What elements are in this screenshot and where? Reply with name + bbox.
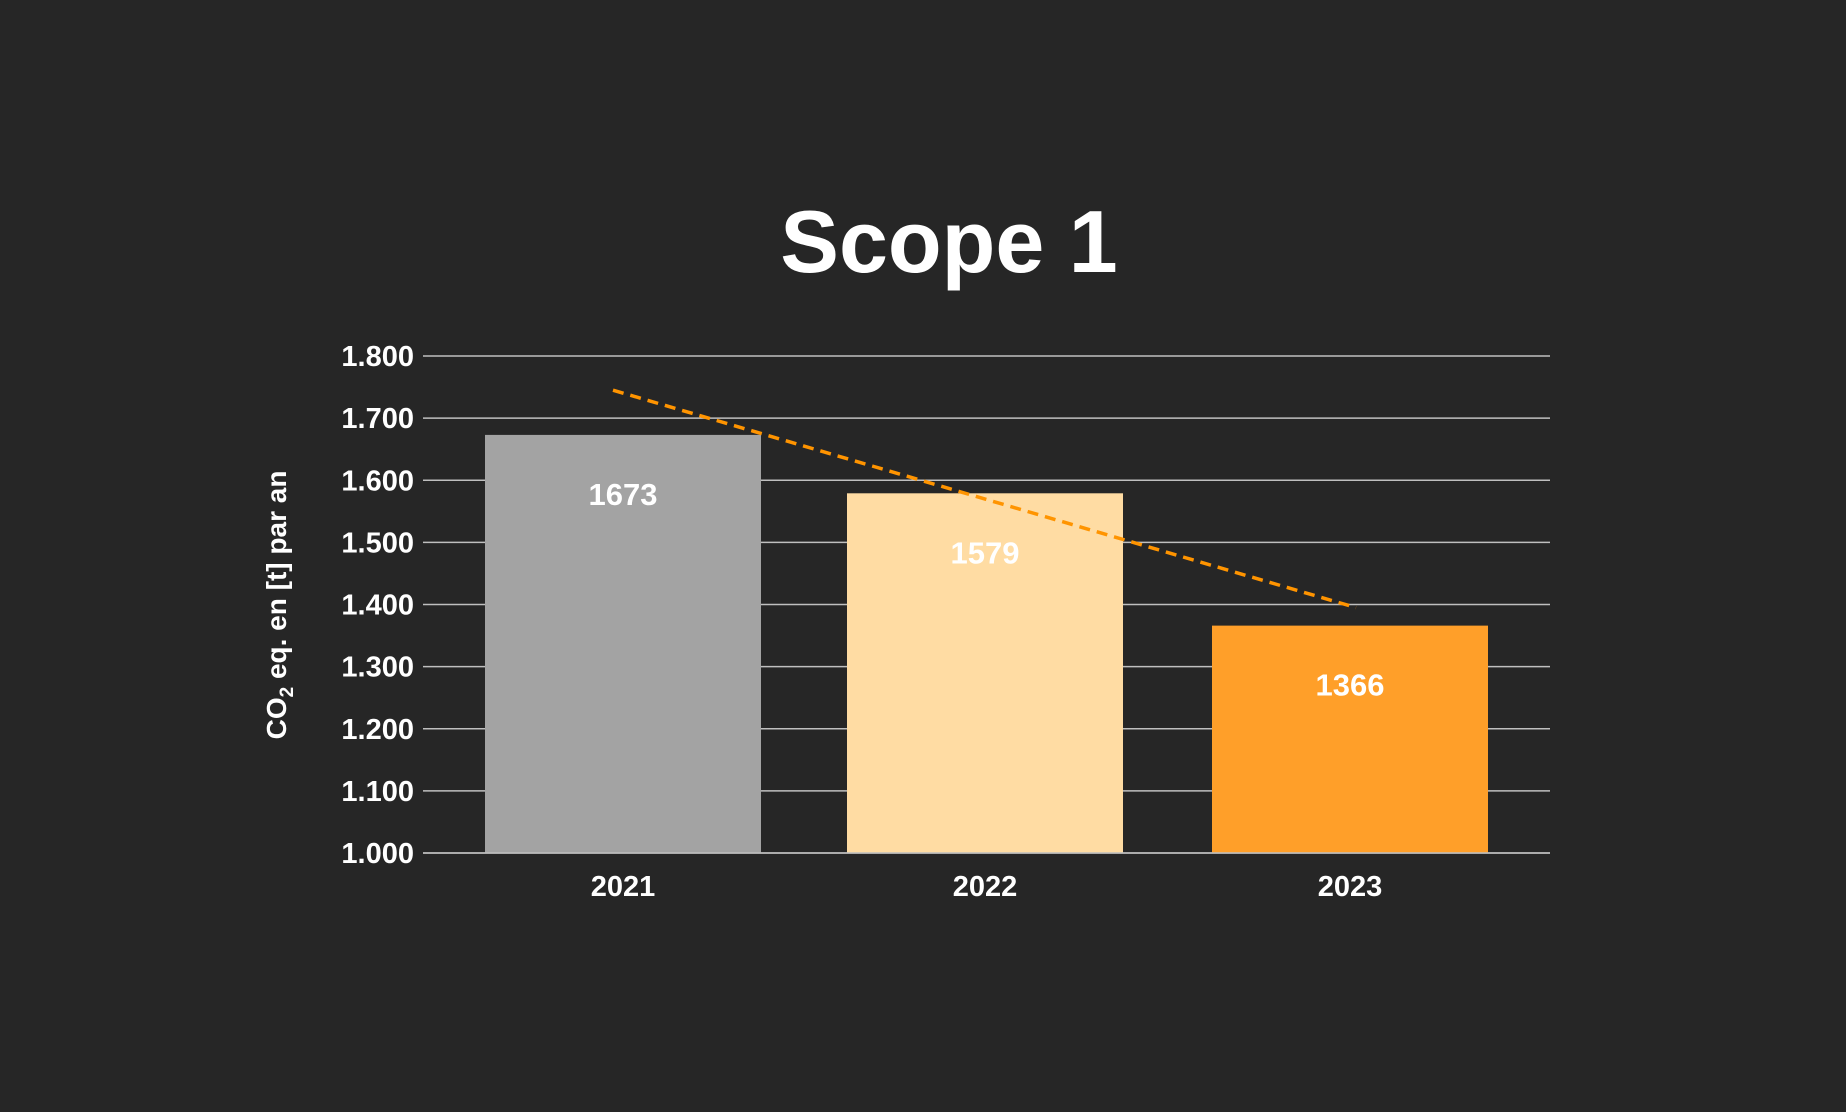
x-axis-ticks: 2021 2022 2023 [591, 871, 1383, 903]
y-tick-label: 1.500 [341, 527, 414, 559]
x-tick-label: 2022 [953, 871, 1018, 903]
chart-title: Scope 1 [780, 192, 1117, 291]
bar-value-label: 1366 [1316, 668, 1385, 703]
bar-value-label: 1579 [951, 535, 1020, 570]
x-tick-label: 2021 [591, 871, 656, 903]
y-tick-label: 1.800 [341, 341, 414, 373]
y-tick-label: 1.200 [341, 714, 414, 746]
y-tick-label: 1.400 [341, 590, 414, 622]
bar [485, 434, 761, 853]
y-tick-label: 1.300 [341, 652, 414, 684]
y-axis-ticks: 1.000 1.100 1.200 1.300 1.400 1.500 1.600 1.700… [341, 341, 414, 870]
y-tick-label: 1.600 [341, 465, 414, 497]
y-tick-label: 1.000 [341, 838, 414, 870]
bars: 1673 1579 1366 [485, 434, 1488, 853]
trendline [612, 388, 1357, 610]
y-tick-label: 1.700 [341, 403, 414, 435]
trendline-group [612, 388, 1357, 610]
y-axis-label-suffix: eq. en [t] par an [261, 471, 292, 687]
y-axis-label-subscript: 2 [277, 687, 298, 698]
bar-value-label: 1673 [589, 477, 658, 512]
x-tick-label: 2023 [1318, 871, 1383, 903]
bar [847, 493, 1123, 853]
y-axis-label-prefix: CO [261, 697, 292, 739]
y-tick-label: 1.100 [341, 776, 414, 808]
bar [1212, 625, 1488, 853]
y-axis-label: CO2 eq. en [t] par an [261, 471, 298, 740]
